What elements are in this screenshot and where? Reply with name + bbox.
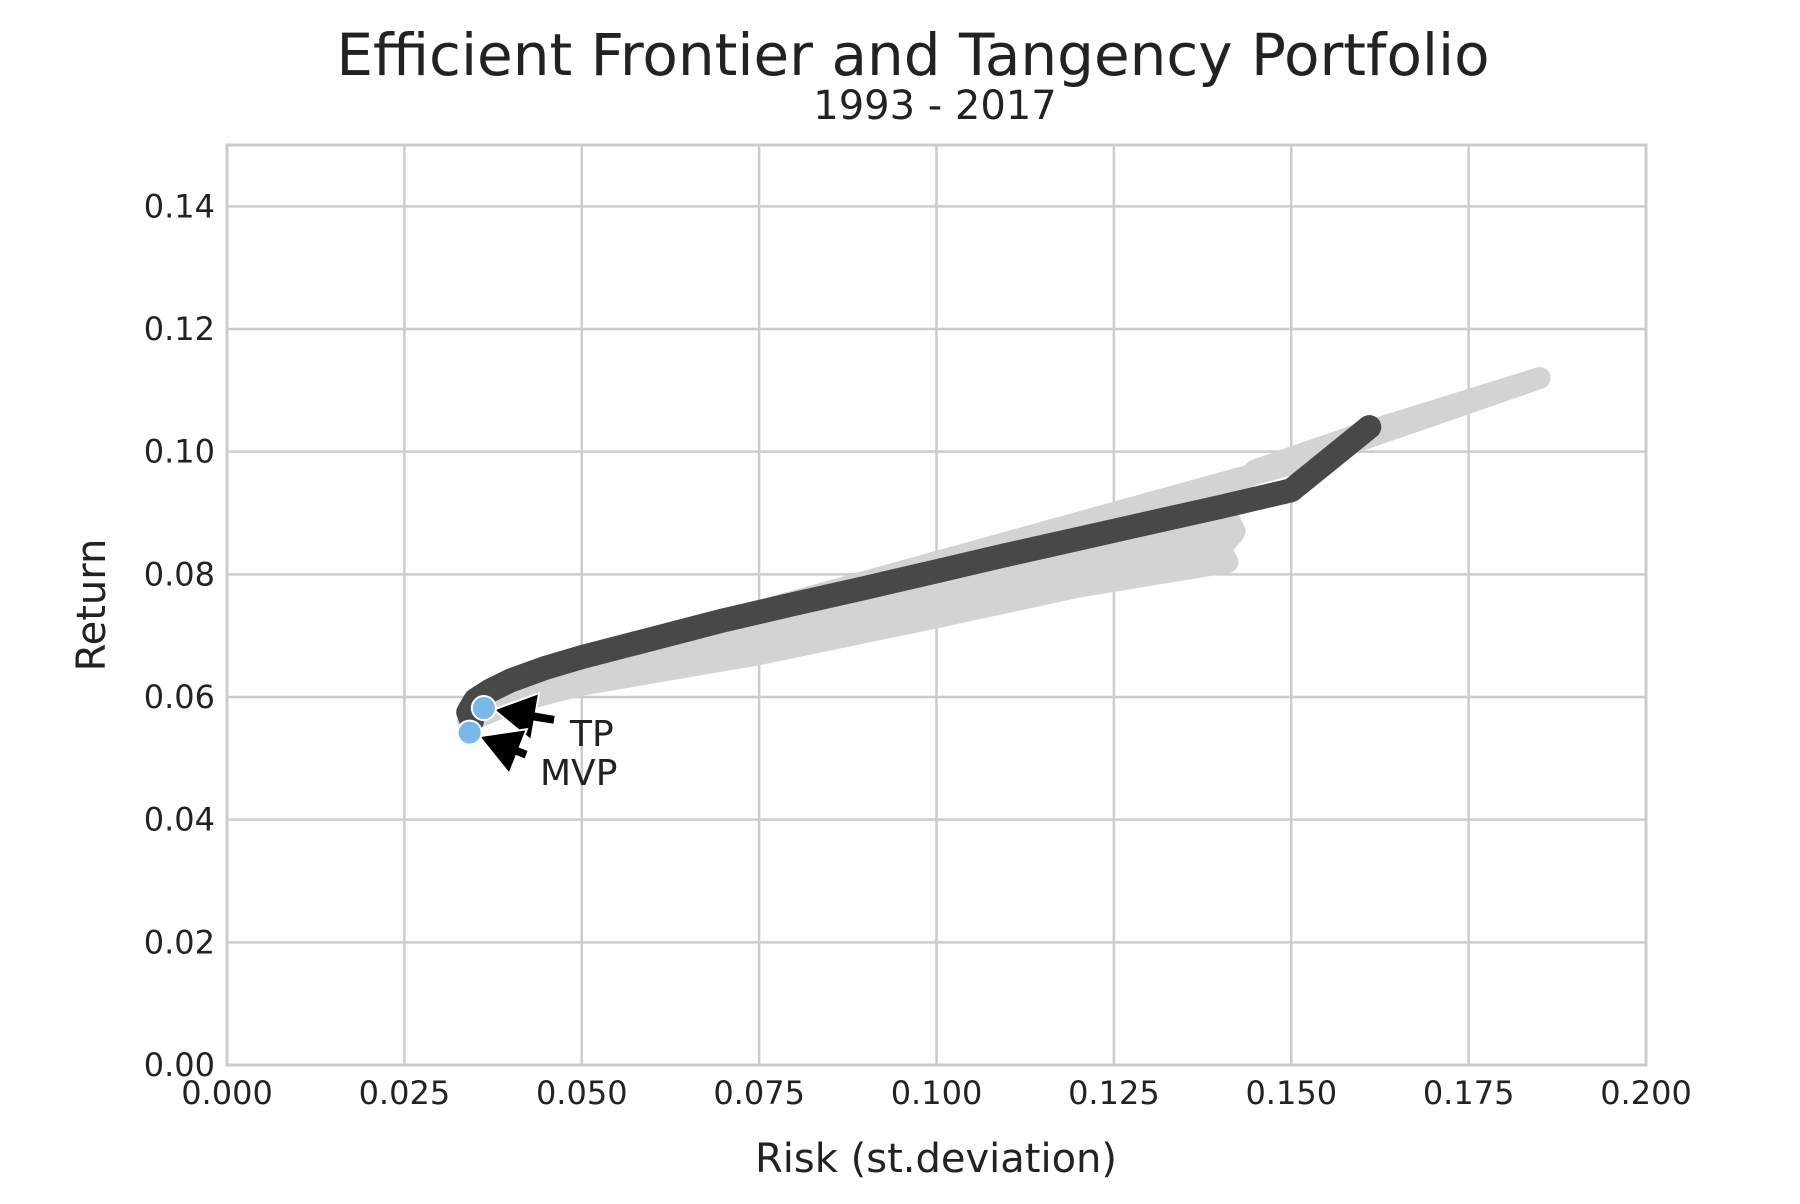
chart-subtitle: 1993 - 2017 bbox=[813, 83, 1056, 129]
x-axis-label: Risk (st.deviation) bbox=[755, 1136, 1117, 1182]
x-tick-label: 0.050 bbox=[536, 1074, 628, 1112]
y-tick-label: 0.02 bbox=[144, 923, 215, 961]
x-tick-label: 0.150 bbox=[1245, 1074, 1337, 1112]
x-tick-label: 0.125 bbox=[1068, 1074, 1160, 1112]
x-tick-label: 0.075 bbox=[713, 1074, 805, 1112]
y-tick-label: 0.08 bbox=[144, 555, 215, 593]
annotation-label: MVP bbox=[540, 753, 617, 794]
y-tick-label: 0.00 bbox=[144, 1046, 215, 1084]
x-tick-label: 0.025 bbox=[359, 1074, 451, 1112]
y-tick-label: 0.04 bbox=[144, 801, 215, 839]
x-tick-label: 0.100 bbox=[891, 1074, 983, 1112]
portfolio-marker bbox=[456, 719, 483, 746]
x-tick-label: 0.000 bbox=[181, 1074, 273, 1112]
annotation-arrow bbox=[477, 727, 531, 776]
y-tick-label: 0.12 bbox=[144, 310, 215, 348]
portfolio-marker bbox=[470, 695, 497, 722]
x-tick-label: 0.200 bbox=[1600, 1074, 1692, 1112]
annotation-label: TP bbox=[569, 714, 614, 755]
plot-frame bbox=[225, 143, 1648, 1067]
y-tick-label: 0.14 bbox=[144, 187, 215, 225]
chart-title: Efficient Frontier and Tangency Portfoli… bbox=[336, 21, 1489, 89]
y-axis-label: Return bbox=[69, 539, 115, 672]
tick-labels: 0.000 0.025 0.050 0.075 0.100 0.125 0.150 0.175… bbox=[144, 187, 1692, 1112]
y-tick-label: 0.10 bbox=[144, 433, 215, 471]
efficient-frontier-line bbox=[456, 415, 1382, 734]
x-tick-label: 0.175 bbox=[1423, 1074, 1515, 1112]
y-tick-label: 0.06 bbox=[144, 678, 215, 716]
annotation-arrow bbox=[491, 691, 557, 743]
